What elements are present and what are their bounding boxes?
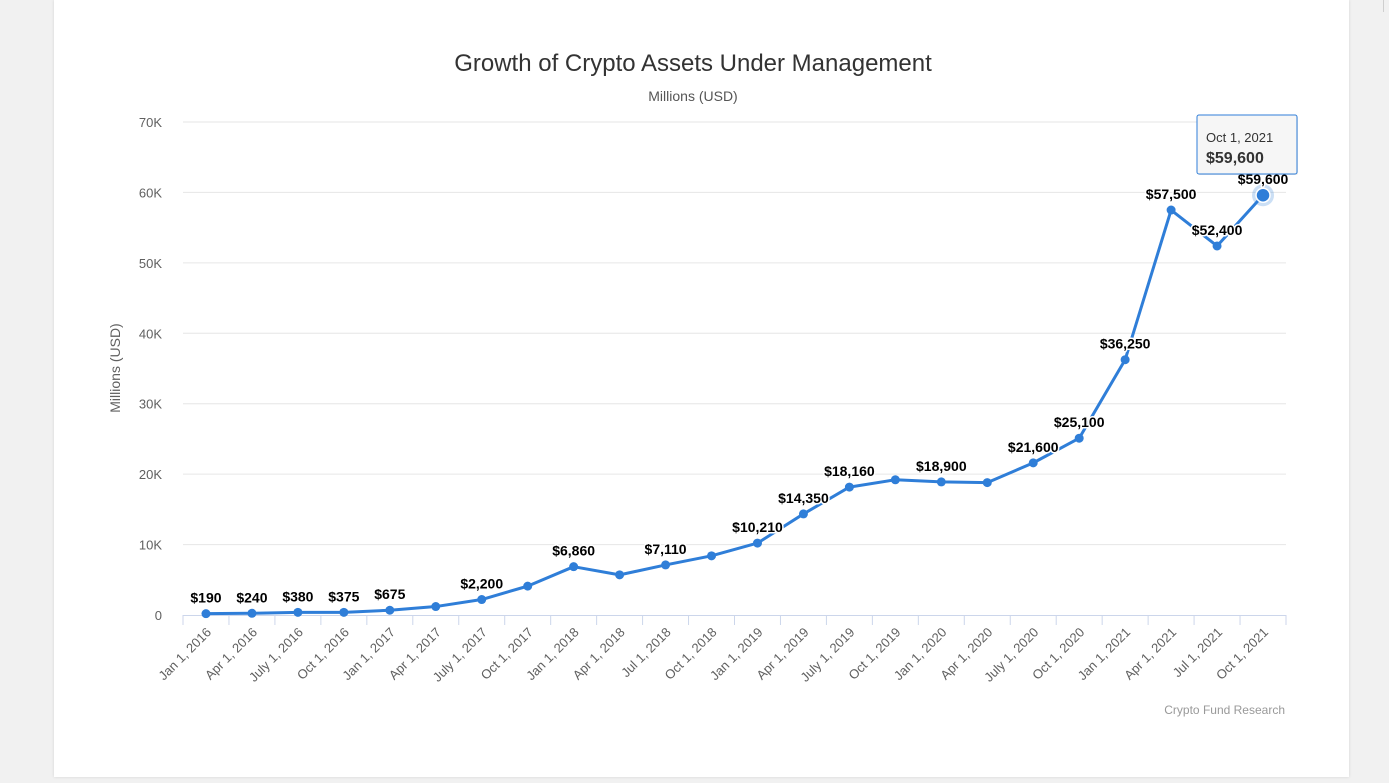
data-label: $21,600 <box>1008 439 1059 455</box>
data-point[interactable] <box>1120 355 1130 365</box>
data-point[interactable] <box>431 602 441 612</box>
series-line <box>201 184 1275 619</box>
data-point[interactable] <box>247 608 257 618</box>
data-point[interactable] <box>477 595 487 605</box>
y-tick-label: 0 <box>155 608 162 623</box>
tooltip-box <box>1196 114 1298 175</box>
data-point[interactable] <box>1212 241 1222 251</box>
data-label: $240 <box>236 589 267 605</box>
data-point[interactable] <box>982 478 992 488</box>
data-point[interactable] <box>936 477 946 487</box>
data-label: $675 <box>374 586 405 602</box>
data-point[interactable] <box>1255 187 1271 203</box>
y-tick-label: 20K <box>139 467 162 482</box>
data-label: $18,900 <box>916 458 967 474</box>
data-point[interactable] <box>523 581 533 591</box>
y-axis-title: Millions (USD) <box>107 323 123 412</box>
chart-card <box>54 0 1349 777</box>
data-point[interactable] <box>844 482 854 492</box>
data-point[interactable] <box>293 607 303 617</box>
tooltip-date: Oct 1, 2021 <box>1206 130 1273 145</box>
tooltip-value: $59,600 <box>1206 150 1264 167</box>
tooltip: Oct 1, 2021 $59,600 <box>1196 114 1298 175</box>
page-edge-mark <box>1383 0 1384 12</box>
data-label: $18,160 <box>824 463 875 479</box>
y-tick-label: 70K <box>139 115 162 130</box>
y-axis-ticks: 0 10K 20K 30K 40K 50K 60K 70K <box>139 115 162 623</box>
grid-lines <box>183 121 1286 546</box>
series-path <box>204 193 1265 616</box>
data-point[interactable] <box>661 560 671 570</box>
data-point[interactable] <box>798 509 808 519</box>
data-label: $2,200 <box>460 576 503 592</box>
data-point[interactable] <box>385 605 395 615</box>
data-label: $36,250 <box>1100 336 1151 352</box>
data-point[interactable] <box>201 609 211 619</box>
y-tick-label: 60K <box>139 185 162 200</box>
data-label: $10,210 <box>732 519 783 535</box>
data-point[interactable] <box>615 570 625 580</box>
chart-title: Growth of Crypto Assets Under Management <box>454 50 932 77</box>
y-tick-label: 10K <box>139 538 162 553</box>
data-label: $380 <box>282 588 313 604</box>
credits-text[interactable]: Crypto Fund Research <box>1164 703 1285 717</box>
data-point[interactable] <box>339 607 349 617</box>
data-label: $52,400 <box>1192 222 1243 238</box>
data-label: $57,500 <box>1146 186 1197 202</box>
data-point[interactable] <box>890 475 900 485</box>
data-point[interactable] <box>707 551 717 561</box>
data-point[interactable] <box>569 562 579 572</box>
data-label: $25,100 <box>1054 414 1105 430</box>
data-label: $14,350 <box>778 490 829 506</box>
data-label: $7,110 <box>645 541 687 557</box>
data-point[interactable] <box>1166 205 1176 215</box>
y-tick-label: 40K <box>139 326 162 341</box>
data-label: $190 <box>190 590 221 606</box>
data-label: $375 <box>328 588 359 604</box>
data-point[interactable] <box>1074 433 1084 443</box>
data-label: $6,860 <box>552 543 595 559</box>
data-point[interactable] <box>752 538 762 548</box>
data-point[interactable] <box>1028 458 1038 468</box>
data-labels: $190 $240 $380 $375 $675 $2,200 $6,860 $7,110 $1… <box>189 170 1290 607</box>
chart-subtitle: Millions (USD) <box>648 88 737 104</box>
y-tick-label: 50K <box>139 256 162 271</box>
y-tick-label: 30K <box>139 397 162 412</box>
